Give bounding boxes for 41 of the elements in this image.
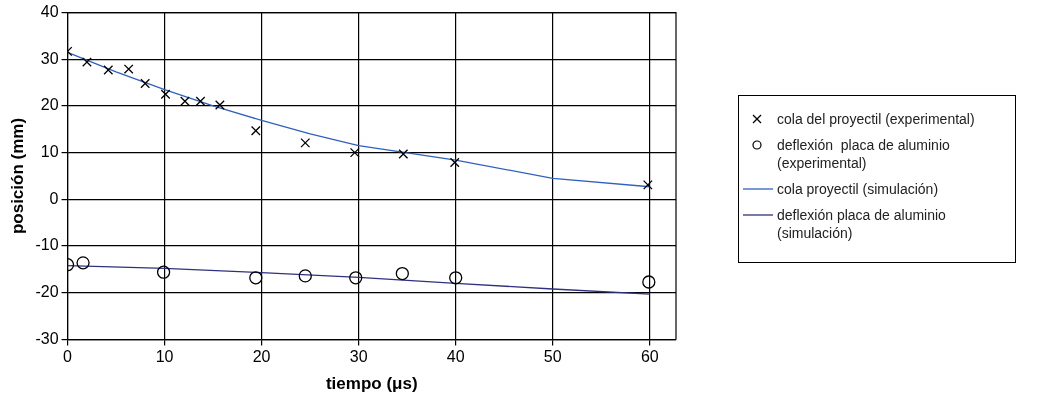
point [250, 125, 261, 136]
y-tick-label: 40 [40, 3, 59, 21]
y-tick-label: -30 [35, 329, 59, 347]
y-axis-title: posición (mm) [7, 117, 27, 235]
point [249, 271, 263, 285]
point [298, 269, 312, 283]
y-tick-label: 10 [40, 143, 59, 161]
point [140, 78, 151, 89]
legend-label: deflexión placa de aluminio (simulación) [777, 206, 947, 242]
x-tick-label: 0 [63, 348, 73, 366]
point [349, 271, 363, 285]
y-tick-label: 30 [40, 49, 59, 67]
legend-label: deflexión placa de aluminio (experimental) [777, 136, 951, 172]
point [449, 271, 463, 285]
y-tick-label: 0 [49, 189, 59, 207]
point [82, 57, 92, 67]
point [398, 149, 409, 159]
x-tick-label: 20 [252, 348, 271, 366]
point [642, 275, 656, 289]
point [160, 89, 171, 100]
point [214, 100, 225, 110]
legend-label: cola proyectil (simulación) [777, 180, 939, 198]
point [123, 64, 134, 74]
point [395, 266, 409, 281]
x-tick-label: 40 [446, 348, 465, 366]
y-tick-label: -20 [35, 283, 59, 301]
x-tick-label: 60 [640, 348, 659, 366]
legend-label: cola del proyectil (experimental) [777, 110, 975, 128]
y-tick-label: 20 [40, 96, 59, 114]
x-tick-label: 10 [155, 348, 174, 366]
point [156, 265, 171, 279]
x-tick-label: 30 [349, 348, 368, 366]
point [76, 256, 90, 270]
point [300, 137, 311, 148]
point [449, 157, 460, 168]
y-tick-label: -10 [35, 236, 59, 254]
point [103, 65, 114, 75]
x-axis-title: tiempo (μs) [325, 374, 418, 394]
point [349, 147, 360, 158]
x-tick-label: 50 [543, 348, 562, 366]
point [642, 179, 653, 190]
